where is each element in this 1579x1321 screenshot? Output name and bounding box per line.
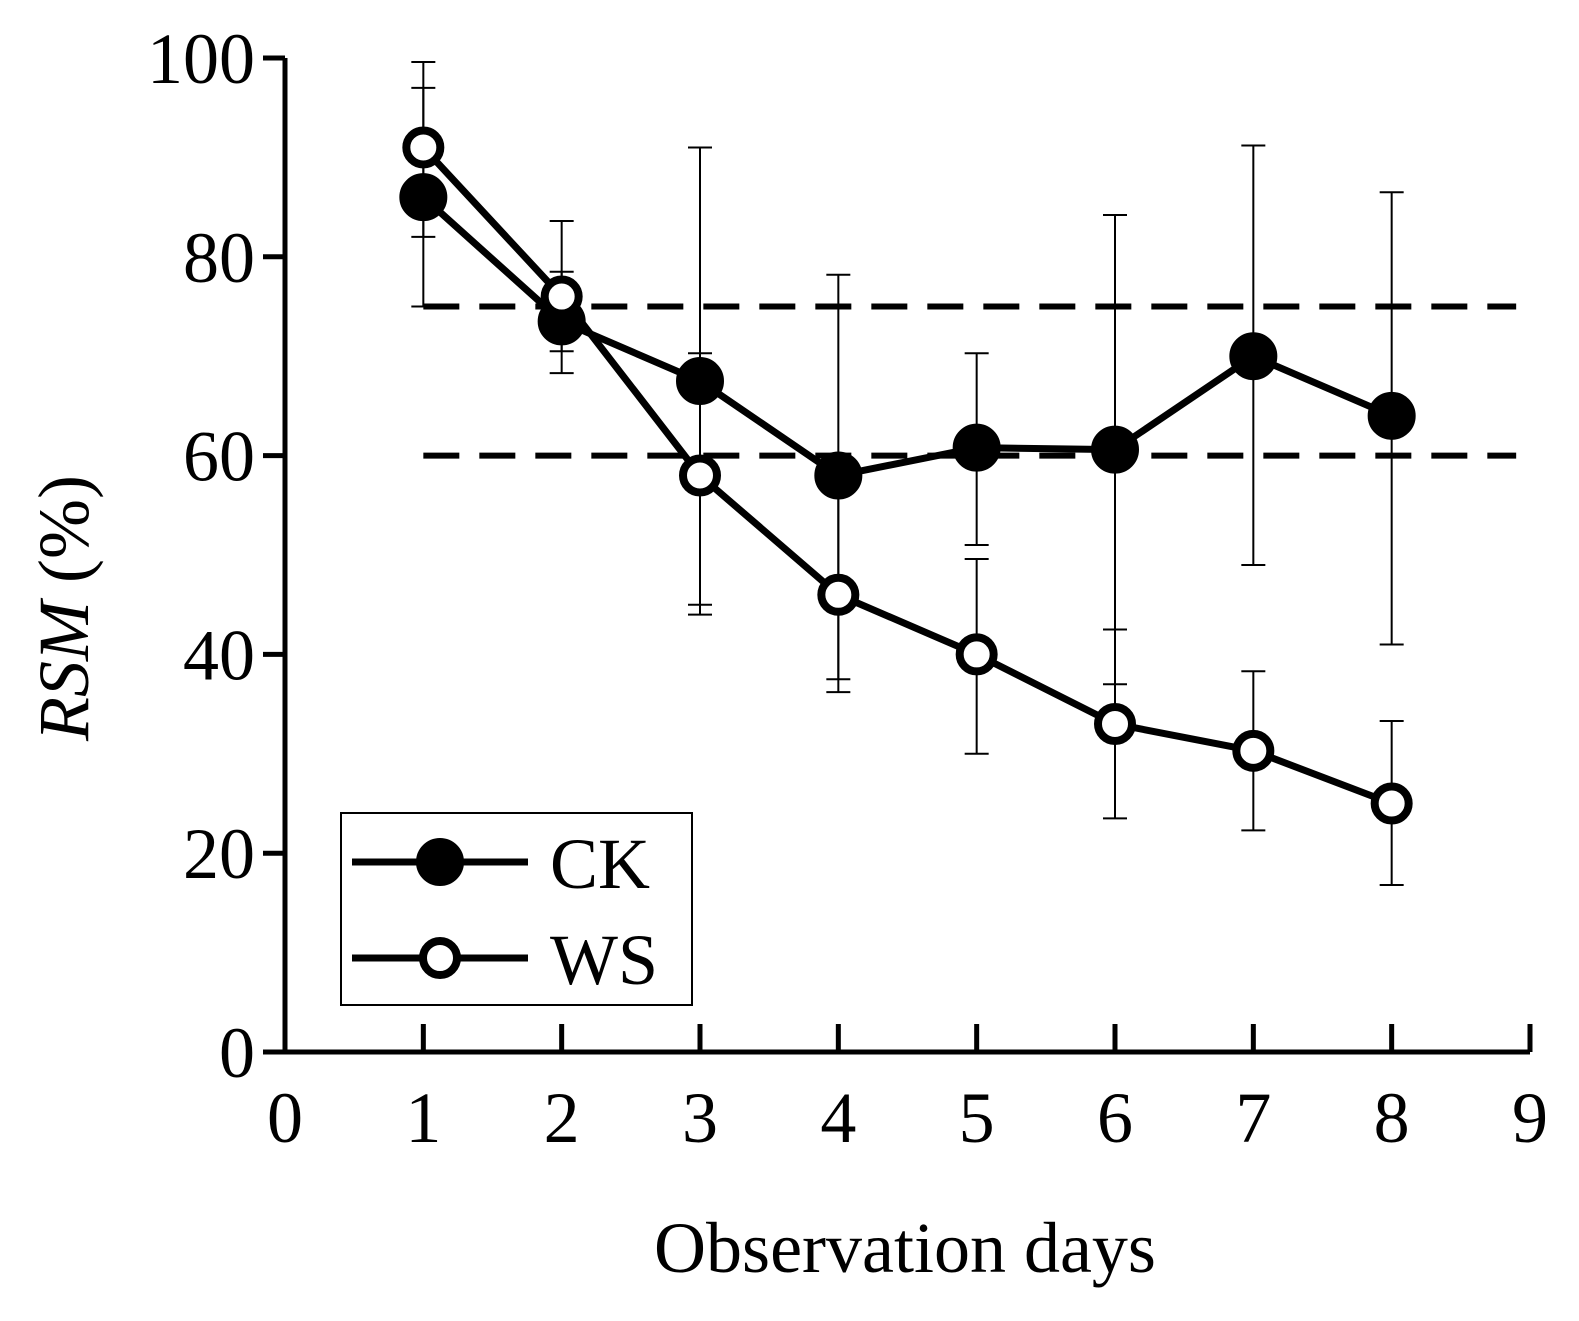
legend: CK WS xyxy=(340,812,693,1006)
point-ck-6 xyxy=(1091,425,1139,474)
y-axis-title-suffix: (%) xyxy=(24,475,104,601)
legend-label-ck: CK xyxy=(550,824,650,904)
y-axis-title: RSM (%) xyxy=(24,475,104,742)
reference-lines xyxy=(423,303,1517,459)
axes xyxy=(282,58,1530,1055)
point-ck-5 xyxy=(952,423,1001,472)
y-tick-label-100: 100 xyxy=(147,19,255,99)
point-ws-2 xyxy=(540,275,583,318)
legend-label-ws: WS xyxy=(550,920,658,1000)
x-tick-label-6: 6 xyxy=(1097,1078,1133,1158)
point-ws-5 xyxy=(955,633,998,676)
series-ck xyxy=(399,86,1416,694)
legend-item-ck: CK xyxy=(352,824,650,904)
point-ck-4 xyxy=(814,451,863,500)
x-tick-label-2: 2 xyxy=(544,1078,580,1158)
series-line-ws xyxy=(420,145,1393,807)
legend-marker-ck xyxy=(416,838,464,886)
point-ws-3 xyxy=(679,454,721,497)
y-tick-label-80: 80 xyxy=(183,218,255,298)
legend-item-ws: WS xyxy=(352,920,658,1000)
point-ws-8 xyxy=(1370,782,1413,825)
legend-box xyxy=(340,812,693,1006)
point-ck-7 xyxy=(1229,332,1278,381)
x-tick-label-7: 7 xyxy=(1235,1078,1271,1158)
point-ws-4 xyxy=(817,573,860,616)
x-tick-label-3: 3 xyxy=(682,1078,718,1158)
x-tick-label-4: 4 xyxy=(820,1078,856,1158)
x-axis-title: Observation days xyxy=(654,1208,1156,1288)
y-tick-label-0: 0 xyxy=(219,1013,255,1093)
axis-ticks: 0 20 40 60 80 100 0 1 2 3 4 5 6 7 8 9 xyxy=(147,19,1548,1158)
y-tick-label-60: 60 xyxy=(183,417,255,497)
y-tick-label-40: 40 xyxy=(183,615,255,695)
point-ws-1 xyxy=(402,126,445,169)
x-tick-label-1: 1 xyxy=(405,1078,441,1158)
legend-marker-ws xyxy=(419,937,461,979)
x-tick-label-0: 0 xyxy=(267,1078,303,1158)
series-ws xyxy=(402,60,1413,887)
x-tick-label-5: 5 xyxy=(959,1078,995,1158)
x-tick-label-8: 8 xyxy=(1374,1078,1410,1158)
y-tick-label-20: 20 xyxy=(183,814,255,894)
x-tick-label-9: 9 xyxy=(1512,1078,1548,1158)
series-layer xyxy=(399,60,1416,887)
y-axis-title-italic: RSM xyxy=(24,597,104,742)
point-ws-6 xyxy=(1094,702,1136,745)
point-ws-7 xyxy=(1232,729,1275,772)
point-ck-8 xyxy=(1367,391,1416,440)
